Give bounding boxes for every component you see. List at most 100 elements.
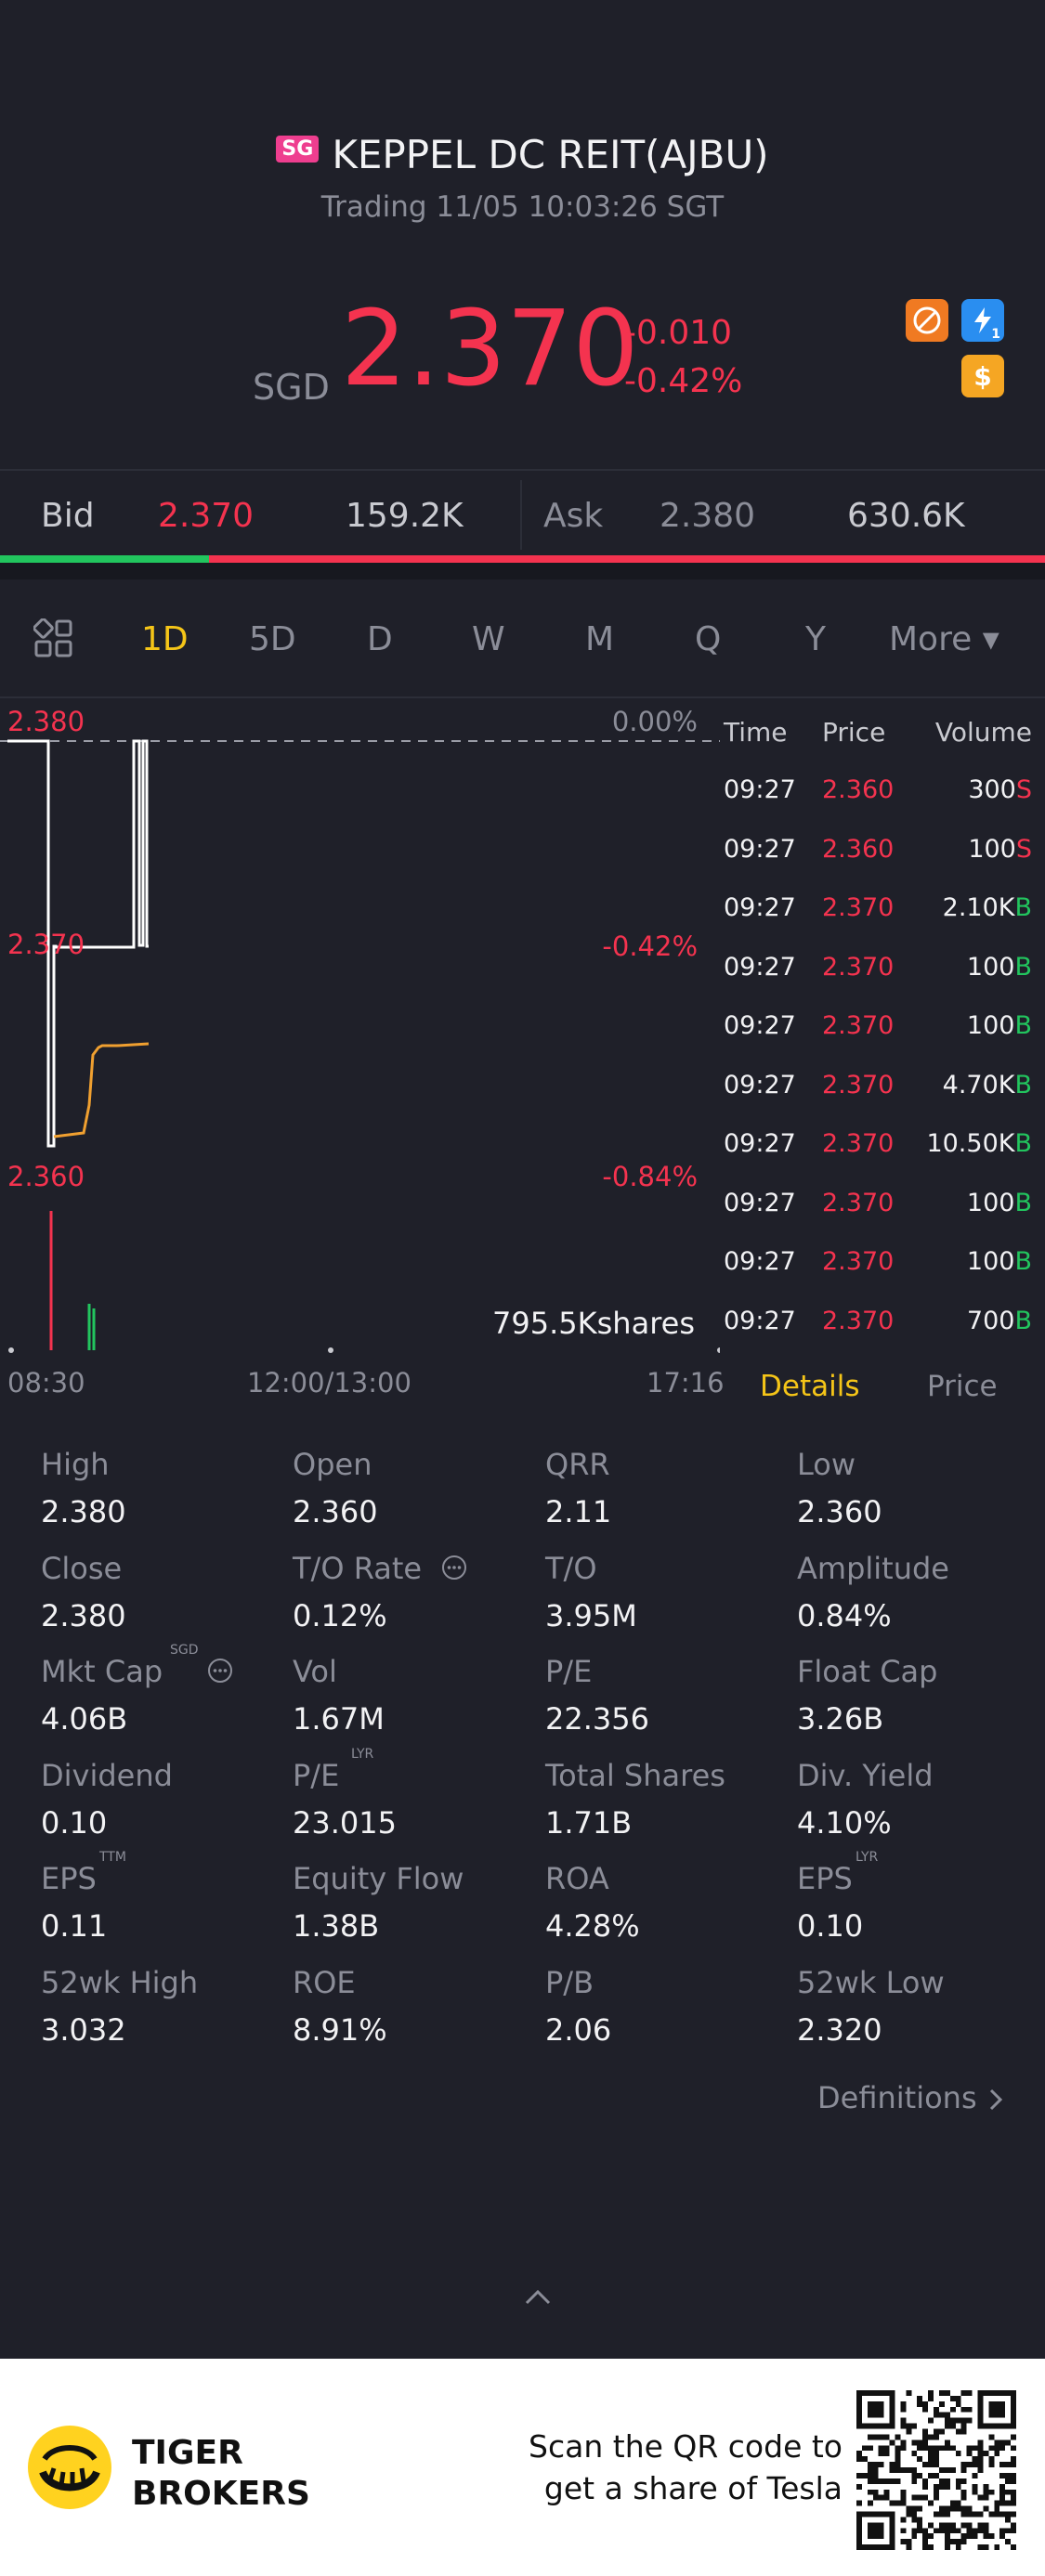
brand-line-1: TIGER xyxy=(132,2434,243,2472)
trade-volume: 10.50K xyxy=(926,1129,1015,1158)
trade-price: 2.370 xyxy=(822,1129,895,1158)
stat-value-qrr: 2.11 xyxy=(545,1494,612,1529)
tab-1d[interactable]: 1D xyxy=(141,620,189,658)
stat-label-mkt-cap-sgd: Mkt Cap xyxy=(41,1654,163,1689)
layout-grid-icon[interactable] xyxy=(33,618,74,663)
trade-side: B xyxy=(1014,1070,1032,1099)
trade-header-time: Time xyxy=(724,717,788,748)
pct-label-mid: -0.42% xyxy=(602,930,698,962)
lightning-icon[interactable]: 1 xyxy=(961,299,1004,342)
stat-value-p-b: 2.06 xyxy=(545,2011,612,2048)
stat-value-equity-flow: 1.38B xyxy=(293,1908,380,1944)
tab-month[interactable]: M xyxy=(585,620,615,658)
promo-text: Scan the QR code to get a share of Tesla xyxy=(529,2426,843,2509)
chevron-up-icon[interactable] xyxy=(523,2286,553,2310)
dollar-icon[interactable]: $ xyxy=(961,355,1004,397)
stat-label-vol: Vol xyxy=(293,1654,337,1689)
intraday-chart[interactable]: 2.380 2.370 2.360 0.00% -0.42% -0.84% 79… xyxy=(0,700,725,1399)
trade-time: 09:27 xyxy=(724,1247,796,1276)
trade-time: 09:27 xyxy=(724,1306,796,1335)
stat-value-p-e: 22.356 xyxy=(545,1701,649,1737)
tiger-logo-icon xyxy=(26,2424,113,2515)
qr-code-icon xyxy=(856,2390,1016,2554)
tab-more[interactable]: More ▾ xyxy=(889,620,999,658)
price-label-mid: 2.370 xyxy=(7,929,85,960)
axis-dot-start xyxy=(8,1347,14,1353)
trade-side: B xyxy=(1014,1247,1032,1276)
trade-volume: 4.70K xyxy=(942,1070,1015,1099)
chart-svg xyxy=(0,739,723,1353)
tab-5d[interactable]: 5D xyxy=(249,620,296,658)
price-label-high: 2.380 xyxy=(7,706,85,737)
trade-volume-cell: 10.50KB xyxy=(926,1129,1032,1158)
stat-label-qrr: QRR xyxy=(545,1447,610,1482)
section-gap xyxy=(0,563,1045,579)
info-icon[interactable] xyxy=(207,1658,233,1687)
trade-side: B xyxy=(1014,1129,1032,1158)
trade-volume-cell: 2.10KB xyxy=(943,893,1032,922)
trade-side: B xyxy=(1014,893,1032,922)
title-row: SG KEPPEL DC REIT(AJBU) xyxy=(0,132,1045,177)
trade-volume-cell: 100B xyxy=(967,953,1032,982)
stock-header: SG KEPPEL DC REIT(AJBU) Trading 11/05 10:… xyxy=(0,0,1045,469)
trade-price: 2.370 xyxy=(822,1247,895,1276)
stat-qualifier: SGD xyxy=(170,1643,199,1658)
trade-time: 09:27 xyxy=(724,1188,796,1217)
tab-details[interactable]: Details xyxy=(760,1370,860,1403)
trade-side: B xyxy=(1014,952,1032,982)
brand-name: TIGER BROKERS xyxy=(132,2433,310,2515)
stat-label-open: Open xyxy=(293,1447,372,1482)
trade-volume: 100 xyxy=(966,952,1015,982)
pct-label-high: 0.00% xyxy=(611,706,698,737)
trade-side: B xyxy=(1014,1011,1032,1040)
time-label-end: 17:16 xyxy=(647,1367,725,1399)
chevron-right-icon xyxy=(989,2088,1002,2111)
trade-volume-cell: 100B xyxy=(967,1247,1032,1276)
stat-label-high: High xyxy=(41,1447,110,1482)
stat-qualifier: TTM xyxy=(99,1850,126,1865)
price-label-low: 2.360 xyxy=(7,1161,85,1192)
trade-price: 2.370 xyxy=(822,1070,895,1099)
stat-label-52wk-low: 52wk Low xyxy=(797,1964,945,2000)
trade-volume: 100 xyxy=(968,834,1016,864)
trade-volume: 700 xyxy=(966,1306,1015,1335)
trade-time: 09:27 xyxy=(724,1070,796,1099)
stat-label-amplitude: Amplitude xyxy=(797,1550,949,1586)
stock-title: KEPPEL DC REIT(AJBU) xyxy=(332,132,769,177)
definitions-link[interactable]: Definitions xyxy=(817,2080,1005,2115)
ask-price: 2.380 xyxy=(660,497,756,535)
trade-side: S xyxy=(1015,834,1032,864)
bid-volume-bar xyxy=(0,555,209,563)
price-change: -0.010 xyxy=(624,314,733,352)
stat-label-p-b: P/B xyxy=(545,1964,594,2000)
stat-value-52wk-high: 3.032 xyxy=(41,2011,126,2048)
no-short-icon[interactable] xyxy=(906,299,948,342)
trade-volume: 300 xyxy=(968,775,1016,804)
stat-value-eps-ttm: 0.11 xyxy=(41,1908,108,1944)
tab-quarter[interactable]: Q xyxy=(695,620,722,658)
stat-value-float-cap: 3.26B xyxy=(797,1701,884,1737)
footer-banner: TIGER BROKERS Scan the QR code to get a … xyxy=(0,2359,1045,2576)
ask-size: 630.6K xyxy=(847,497,965,535)
tab-year[interactable]: Y xyxy=(805,620,826,658)
tab-price[interactable]: Price xyxy=(927,1370,998,1403)
tab-day[interactable]: D xyxy=(367,620,393,658)
trade-side: S xyxy=(1015,775,1032,804)
stat-value-open: 2.360 xyxy=(293,1494,378,1529)
stat-value-dividend: 0.10 xyxy=(41,1804,108,1841)
trade-volume-cell: 4.70KB xyxy=(943,1071,1032,1099)
trade-price: 2.370 xyxy=(822,893,895,922)
trade-price: 2.360 xyxy=(822,834,895,864)
trade-volume-cell: 300S xyxy=(968,775,1032,804)
axis-dot-end xyxy=(717,1347,723,1353)
tab-week[interactable]: W xyxy=(472,620,505,658)
stat-label-roa: ROA xyxy=(545,1861,609,1896)
lightning-badge-count: 1 xyxy=(991,327,1000,342)
info-icon[interactable] xyxy=(441,1555,467,1584)
trade-volume: 100 xyxy=(966,1188,1015,1217)
stat-value-eps-lyr: 0.10 xyxy=(797,1908,864,1944)
ask-volume-bar xyxy=(209,555,1045,563)
stat-label-float-cap: Float Cap xyxy=(797,1654,938,1689)
stat-label-low: Low xyxy=(797,1447,856,1482)
stat-value-vol: 1.67M xyxy=(293,1701,385,1737)
